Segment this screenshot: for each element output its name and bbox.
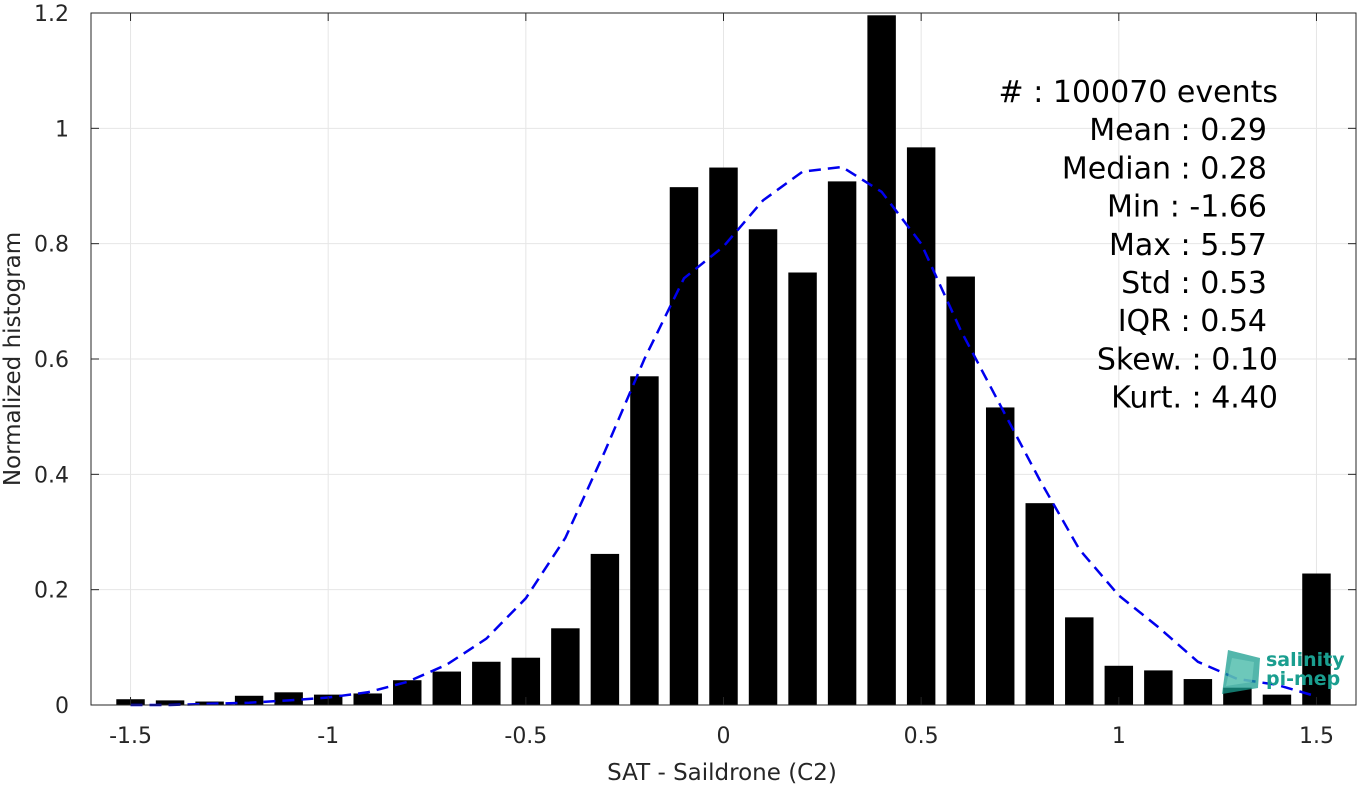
stat-row: Std : 0.53 <box>1121 266 1267 301</box>
x-tick-label: 0.5 <box>904 724 939 749</box>
x-tick-label: 0 <box>717 724 731 749</box>
y-tick-label: 0.2 <box>34 579 69 604</box>
stat-value: : 4.40 <box>1192 381 1278 416</box>
histogram-bar <box>788 272 817 705</box>
stat-row: # : 100070 events <box>999 75 1278 110</box>
stat-row: Min : -1.66 <box>1107 190 1267 225</box>
stat-label: Max <box>1109 228 1181 263</box>
histogram-bar <box>669 187 699 706</box>
histogram-bar <box>985 407 1015 705</box>
histogram-bars <box>116 15 1331 706</box>
histogram-bar <box>867 15 896 706</box>
stat-row: Median : 0.28 <box>1062 151 1267 186</box>
stat-value: : 0.29 <box>1181 113 1267 148</box>
histogram-bar <box>709 167 738 706</box>
stat-value: : 0.54 <box>1181 304 1267 339</box>
y-tick-label: 0.8 <box>34 233 69 258</box>
y-tick-label: 0.4 <box>34 463 69 488</box>
histogram-bar <box>155 700 185 705</box>
y-tick-label: 1.2 <box>34 2 69 27</box>
histogram-bar <box>432 671 462 705</box>
histogram-bar <box>1144 670 1173 705</box>
histogram-bar <box>274 692 303 705</box>
salinity-pi-mep-logo: salinity pi-mep <box>1222 649 1345 694</box>
stat-label: Kurt. <box>1111 381 1191 416</box>
stat-label: # <box>999 75 1034 110</box>
y-axis-ticks: 0 0.2 0.4 0.6 0.8 1 1.2 <box>34 2 1356 719</box>
x-tick-label: 1 <box>1112 724 1126 749</box>
histogram-bar <box>906 147 936 705</box>
stat-label: Skew. <box>1097 342 1192 377</box>
x-tick-label: -1 <box>317 724 339 749</box>
stat-label: Std <box>1121 266 1180 301</box>
stat-value: : 100070 events <box>1033 75 1278 110</box>
stat-row: Skew. : 0.10 <box>1097 342 1278 377</box>
x-tick-label: 1.5 <box>1299 724 1334 749</box>
stat-label: IQR <box>1118 304 1181 339</box>
stat-label: Mean <box>1089 113 1180 148</box>
stat-row: IQR : 0.54 <box>1118 304 1267 339</box>
stat-value: : 0.53 <box>1181 266 1267 301</box>
histogram-bar <box>1065 617 1094 705</box>
stat-value: : -1.66 <box>1170 190 1267 225</box>
stat-row: Kurt. : 4.40 <box>1111 381 1278 416</box>
stat-row: Max : 5.57 <box>1109 228 1267 263</box>
histogram-bar <box>630 376 659 705</box>
histogram-bar <box>748 229 778 705</box>
y-tick-label: 1 <box>55 117 69 142</box>
x-tick-label: -1.5 <box>109 724 152 749</box>
histogram-bar <box>1302 573 1331 705</box>
histogram-bar <box>472 661 501 705</box>
logo-line-1: salinity <box>1266 649 1345 671</box>
stat-label: Min <box>1107 190 1170 225</box>
logo-line-2: pi-mep <box>1266 668 1340 690</box>
stat-value: : 0.10 <box>1192 342 1278 377</box>
x-axis-ticks: -1.5 -1 -0.5 0 0.5 1 1.5 <box>109 13 1334 749</box>
histogram-bar <box>827 181 857 706</box>
histogram-bar <box>946 276 975 705</box>
stat-value: : 5.57 <box>1181 228 1267 263</box>
histogram-bar <box>1025 503 1054 705</box>
histogram-bar <box>590 553 620 705</box>
y-tick-label: 0 <box>55 694 69 719</box>
histogram-bar <box>234 695 264 705</box>
x-axis-label: SAT - Saildrone (C2) <box>607 760 837 785</box>
y-axis-label: Normalized histogram <box>0 232 26 486</box>
histogram-bar <box>1262 694 1292 705</box>
histogram-bar <box>1183 679 1213 705</box>
stat-row: Mean : 0.29 <box>1089 113 1267 148</box>
x-tick-label: -0.5 <box>504 724 547 749</box>
histogram-bar <box>353 693 382 705</box>
stat-value: : 0.28 <box>1181 151 1267 186</box>
stat-label: Median <box>1062 151 1181 186</box>
histogram-bar <box>551 628 580 705</box>
y-tick-label: 0.6 <box>34 348 69 373</box>
